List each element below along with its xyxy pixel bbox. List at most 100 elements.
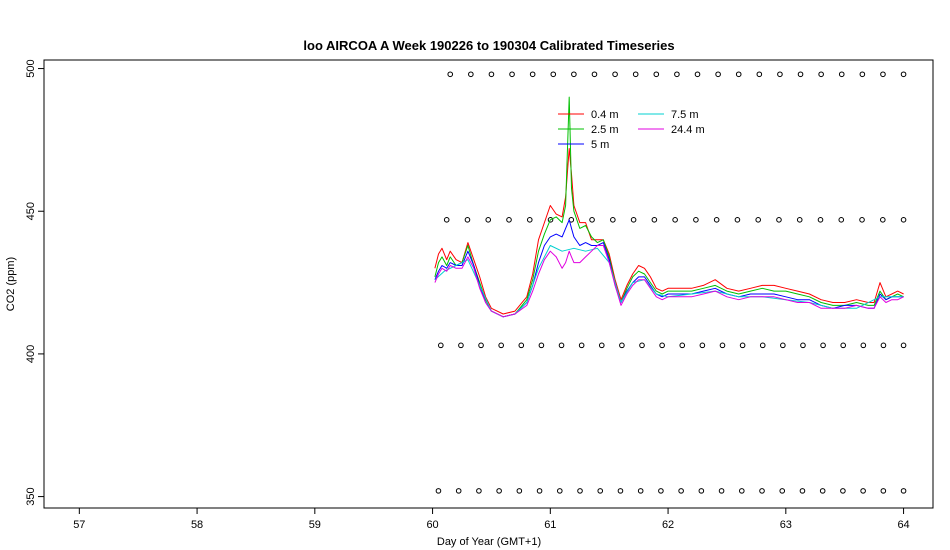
marker-point <box>838 71 845 78</box>
marker-point <box>818 71 824 78</box>
marker-point <box>739 342 746 349</box>
marker-point <box>819 488 826 494</box>
marker-point <box>838 216 845 223</box>
marker-point <box>476 488 482 494</box>
marker-point <box>589 216 595 223</box>
marker-point <box>619 342 625 349</box>
y-tick-label: 450 <box>25 202 37 220</box>
marker-point <box>900 216 907 223</box>
marker-point <box>447 71 454 78</box>
marker-point <box>840 342 847 349</box>
marker-point <box>438 342 444 349</box>
marker-point <box>674 71 680 78</box>
marker-point <box>658 488 664 494</box>
marker-point <box>516 488 523 494</box>
legend-label: 24.4 m <box>671 124 705 136</box>
marker-point <box>699 342 706 349</box>
plot-frame <box>43 59 934 509</box>
marker-point <box>879 216 886 223</box>
x-tick-label: 61 <box>544 519 556 531</box>
marker-point <box>651 216 658 223</box>
marker-point <box>779 488 786 494</box>
marker-point <box>759 342 766 349</box>
marker-point <box>859 71 866 78</box>
marker-point <box>653 71 660 78</box>
marker-point <box>443 216 450 223</box>
marker-rows <box>435 71 907 494</box>
marker-point <box>538 342 545 349</box>
marker-point <box>597 488 604 494</box>
marker-point <box>659 342 665 349</box>
marker-point <box>506 216 512 223</box>
x-tick-label: 62 <box>662 519 674 531</box>
y-tick-label: 350 <box>25 487 37 505</box>
x-tick-label: 63 <box>780 519 792 531</box>
marker-point <box>591 71 598 78</box>
marker-point <box>679 342 686 349</box>
marker-point <box>550 71 557 78</box>
marker-point <box>598 342 605 349</box>
legend-label: 0.4 m <box>591 109 619 121</box>
marker-point <box>880 488 887 494</box>
legend-label: 5 m <box>591 139 609 151</box>
chart-title: loo AIRCOA A Week 190226 to 190304 Calib… <box>303 38 674 53</box>
marker-point <box>637 488 644 494</box>
marker-point <box>800 342 806 349</box>
marker-point <box>556 488 563 494</box>
marker-point <box>678 488 684 494</box>
marker-point <box>617 488 624 494</box>
x-tick-label: 57 <box>73 519 85 531</box>
marker-point <box>859 216 865 223</box>
marker-point <box>840 488 846 494</box>
y-axis: 350 400 450 500 <box>25 59 44 506</box>
marker-point <box>756 71 763 78</box>
marker-point <box>485 216 492 223</box>
marker-point <box>900 342 907 349</box>
marker-point <box>719 342 726 349</box>
marker-point <box>735 71 742 78</box>
marker-point <box>672 216 678 223</box>
marker-point <box>529 71 536 78</box>
y-tick-label: 400 <box>25 345 37 363</box>
marker-point <box>630 216 637 223</box>
series-line-24-4-m <box>434 245 904 318</box>
marker-point <box>694 71 701 78</box>
x-axis: 57 58 59 60 61 62 63 64 <box>73 508 910 531</box>
legend-label: 7.5 m <box>671 109 699 121</box>
marker-point <box>468 71 474 78</box>
marker-point <box>577 488 583 494</box>
marker-point <box>698 488 705 494</box>
marker-point <box>860 488 866 494</box>
marker-point <box>797 71 804 78</box>
marker-point <box>632 71 639 78</box>
marker-point <box>759 488 765 494</box>
marker-point <box>578 342 585 349</box>
marker-point <box>880 71 886 78</box>
marker-point <box>509 71 515 78</box>
marker-point <box>860 342 867 349</box>
series-lines <box>434 96 904 318</box>
marker-point <box>693 216 699 223</box>
marker-point <box>734 216 741 223</box>
legend: 0.4 m 2.5 m 5 m 7.5 m 24.4 m <box>558 109 705 151</box>
marker-point <box>713 216 720 223</box>
marker-point <box>777 71 783 78</box>
marker-point <box>435 488 442 494</box>
marker-point <box>488 71 495 78</box>
legend-label: 2.5 m <box>591 124 619 136</box>
y-axis-label: CO2 (ppm) <box>5 257 17 311</box>
marker-point <box>612 71 618 78</box>
x-tick-label: 59 <box>309 519 321 531</box>
marker-point <box>820 342 826 349</box>
marker-point <box>536 488 543 494</box>
marker-point <box>458 342 464 349</box>
marker-point <box>718 488 725 494</box>
marker-point <box>715 71 721 78</box>
series-line-0-4-m <box>434 148 904 315</box>
marker-point <box>738 488 745 494</box>
y-tick-label: 500 <box>25 59 37 77</box>
marker-point <box>547 216 554 223</box>
x-tick-label: 58 <box>191 519 203 531</box>
x-tick-label: 60 <box>426 519 438 531</box>
